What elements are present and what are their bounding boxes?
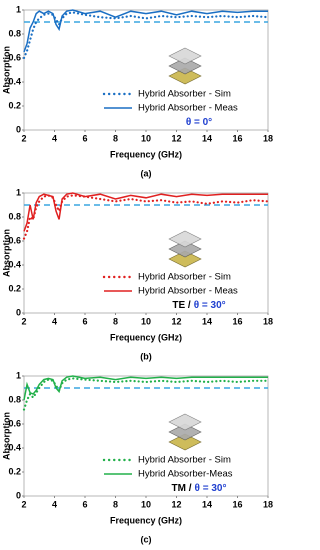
annotation: TM / θ = 30° xyxy=(172,483,227,494)
y-tick-label: 0.6 xyxy=(8,418,21,428)
x-tick-label: 14 xyxy=(202,316,212,326)
x-tick-label: 8 xyxy=(113,133,118,143)
icon-layer xyxy=(168,47,202,65)
annotation: TE / θ = 30° xyxy=(172,300,225,311)
absorber-icon xyxy=(168,230,202,268)
series-line xyxy=(23,192,268,232)
caption: (a) xyxy=(141,168,152,178)
annotation-part: θ = 0° xyxy=(186,117,212,128)
y-tick-label: 0.4 xyxy=(8,442,21,452)
annotation-part: θ = 30° xyxy=(195,483,227,494)
series-line xyxy=(23,375,268,401)
legend-label: Hybrid Absorber - Sim xyxy=(138,89,231,100)
icon-layer xyxy=(168,230,202,248)
y-tick-label: 1 xyxy=(16,370,21,380)
x-tick-label: 16 xyxy=(232,316,242,326)
series-line xyxy=(23,9,268,53)
x-tick-label: 18 xyxy=(263,133,273,143)
x-axis-title: Frequency (GHz) xyxy=(110,332,182,342)
x-tick-label: 12 xyxy=(171,133,181,143)
x-tick-label: 8 xyxy=(113,499,118,509)
y-tick-label: 0.8 xyxy=(8,28,21,38)
series-line xyxy=(22,11,270,60)
legend-label: Hybrid Absorber - Meas xyxy=(138,286,238,297)
x-tick-label: 18 xyxy=(263,316,273,326)
x-tick-label: 2 xyxy=(21,133,26,143)
y-tick-label: 1 xyxy=(16,187,21,197)
y-tick-label: 0.6 xyxy=(8,52,21,62)
series-line xyxy=(22,194,270,240)
y-tick-label: 0.2 xyxy=(8,100,21,110)
annotation: θ = 0° xyxy=(186,117,212,128)
x-tick-label: 16 xyxy=(232,133,242,143)
icon-layer xyxy=(168,240,202,258)
x-tick-label: 16 xyxy=(232,499,242,509)
x-axis-title: Frequency (GHz) xyxy=(110,515,182,525)
y-tick-label: 0.2 xyxy=(8,466,21,476)
y-tick-label: 0 xyxy=(16,124,21,134)
x-tick-label: 12 xyxy=(171,499,181,509)
y-tick-label: 0.4 xyxy=(8,76,21,86)
x-tick-label: 2 xyxy=(21,316,26,326)
x-tick-label: 14 xyxy=(202,133,212,143)
y-tick-label: 0 xyxy=(16,490,21,500)
y-tick-label: 0.4 xyxy=(8,259,21,269)
caption: (b) xyxy=(140,351,152,361)
icon-layer xyxy=(168,423,202,441)
y-axis-title: Absorption xyxy=(1,412,11,460)
icon-layer xyxy=(168,67,202,85)
x-tick-label: 10 xyxy=(141,499,151,509)
y-tick-label: 0.6 xyxy=(8,235,21,245)
y-tick-label: 1 xyxy=(16,4,21,14)
y-tick-label: 0.8 xyxy=(8,394,21,404)
y-tick-label: 0.2 xyxy=(8,283,21,293)
x-tick-label: 10 xyxy=(141,133,151,143)
x-tick-label: 18 xyxy=(263,499,273,509)
y-tick-label: 0.8 xyxy=(8,211,21,221)
icon-layer xyxy=(168,57,202,75)
absorber-icon xyxy=(168,413,202,451)
y-tick-label: 0 xyxy=(16,307,21,317)
x-tick-label: 6 xyxy=(82,499,87,509)
legend-label: Hybrid Absorber - Meas xyxy=(138,103,238,114)
annotation-part: TE / xyxy=(172,300,191,311)
x-tick-label: 4 xyxy=(52,316,57,326)
icon-layer xyxy=(168,250,202,268)
legend-label: Hybrid Absorber - Sim xyxy=(138,272,231,283)
y-axis-title: Absorption xyxy=(1,46,11,94)
caption: (c) xyxy=(141,534,152,544)
legend-label: Hybrid Absorber-Meas xyxy=(138,469,233,480)
x-tick-label: 6 xyxy=(82,133,87,143)
absorber-icon xyxy=(168,47,202,85)
x-tick-label: 10 xyxy=(141,316,151,326)
y-axis-title: Absorption xyxy=(1,229,11,277)
x-tick-label: 4 xyxy=(52,133,57,143)
annotation-part: TM / xyxy=(172,483,192,494)
icon-layer xyxy=(168,413,202,431)
x-tick-label: 4 xyxy=(52,499,57,509)
annotation-part: θ = 30° xyxy=(194,300,226,311)
series-line xyxy=(22,377,270,411)
legend-label: Hybrid Absorber - Sim xyxy=(138,455,231,466)
x-tick-label: 14 xyxy=(202,499,212,509)
x-axis-title: Frequency (GHz) xyxy=(110,149,182,159)
x-tick-label: 6 xyxy=(82,316,87,326)
x-tick-label: 8 xyxy=(113,316,118,326)
x-tick-label: 2 xyxy=(21,499,26,509)
x-tick-label: 12 xyxy=(171,316,181,326)
icon-layer xyxy=(168,433,202,451)
